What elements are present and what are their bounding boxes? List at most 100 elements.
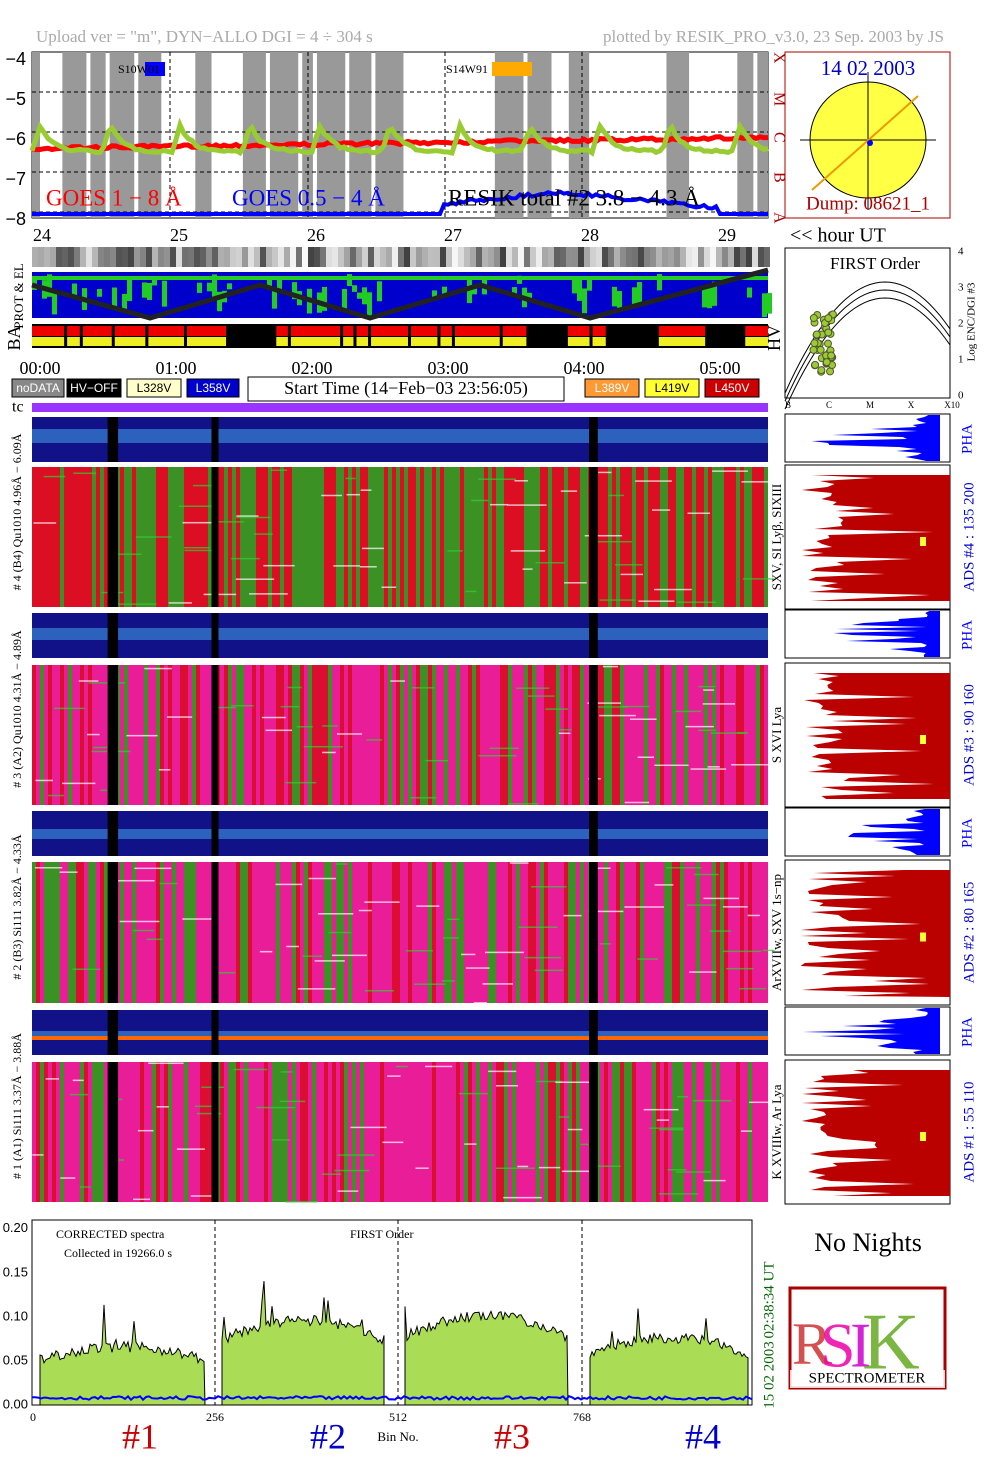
legend-label: L389V [595,381,630,395]
ads-profile [801,1070,950,1196]
region-label: S14W91 [446,62,488,76]
heatmap-column [344,665,348,805]
heatmap-column [272,665,276,805]
heatmap-column [172,862,176,1003]
strip-cell [176,247,182,267]
heatmap-column [280,862,284,1003]
pha-label: PHA [959,620,975,650]
heatmap-column [668,467,672,607]
strip-cell [488,247,494,267]
heatmap-column [356,665,360,805]
heatmap-column [432,467,436,607]
heatmap-column [440,862,444,1003]
heatmap-column [188,467,192,607]
heatmap-column [504,862,508,1003]
heatmap-column [180,862,184,1003]
heatmap-column [624,1062,628,1202]
heatmap-column [52,1062,56,1202]
heatmap-column [636,665,640,805]
header-text: Upload ver = "m", DYN−ALLO DGI = 4 ÷ 304… [36,27,373,46]
heatmap-column [200,467,204,607]
heatmap-column [36,862,40,1003]
heatmap-column [700,1062,704,1202]
heatmap-column [508,1062,512,1202]
heatmap-streak [236,516,271,519]
heatmap-streak [280,705,300,708]
heatmap-column [688,467,692,607]
heatmap-streak [482,983,514,985]
heatmap-column [432,665,436,805]
heatmap-column [660,467,664,607]
heatmap-column [760,862,764,1003]
heatmap-column [408,1062,412,1202]
heatmap-column [400,467,404,607]
heatmap-streak [545,708,568,710]
logo-letter: S [820,1310,856,1381]
hour-label: << hour UT [790,225,886,247]
strip-cell [236,247,242,267]
legend-box [704,378,760,398]
heatmap-column [672,665,676,805]
heatmap-column [764,467,768,607]
strip-cell [404,247,410,267]
strip-cell [248,247,254,267]
heatmap-streak [599,714,636,717]
heatmap-streak [286,945,299,948]
heatmap-column [676,665,680,805]
heatmap-streak [597,1165,621,1167]
heatmap-column [304,1062,308,1202]
y-tick-label: −4 [5,49,26,69]
heatmap-column [720,467,724,607]
heatmap-column [712,1062,716,1202]
heatmap-column [756,665,760,805]
heatmap-column [244,862,248,1003]
heatmap-column [164,665,168,805]
strip-cell [206,247,212,267]
heatmap-column [308,862,312,1003]
data-gap [211,811,219,856]
heatmap-column [724,467,728,607]
strip-cell [242,247,248,267]
heatmap-column [704,862,708,1003]
heatmap-streak [659,1128,684,1131]
heatmap-streak [478,478,517,480]
strip-cell [224,247,230,267]
ba-red [290,326,341,336]
heatmap-column [104,1062,108,1202]
heatmap-column [32,467,36,607]
heatmap-column [572,467,576,607]
heatmap-column [312,1062,316,1202]
x-tick-label: X [908,400,915,410]
heatmap-streak [183,546,210,549]
data-gap [211,1062,219,1202]
heatmap-column [448,1062,452,1202]
strip-cell [230,247,236,267]
heatmap-streak [600,943,611,945]
heatmap-column [556,665,560,805]
heatmap-column [476,467,480,607]
ba-yellow [567,337,590,346]
heatmap-column [288,665,292,805]
heatmap-column [576,467,580,607]
heatmap-column [600,1062,604,1202]
heatmap-column [512,1062,516,1202]
heatmap-column [404,1062,408,1202]
heatmap-column [64,862,68,1003]
heatmap-column [360,1062,364,1202]
strip-cell [428,247,434,267]
heatmap-column [196,665,200,805]
ba-red [745,326,768,336]
strip-cell [512,247,518,267]
heatmap-streak [473,1002,487,1004]
heatmap-streak [88,682,126,684]
heatmap-column [536,862,540,1003]
strip-cell [68,247,74,267]
group-label: #4 [685,1416,721,1456]
heatmap-streak [478,755,517,757]
heatmap-streak [158,769,171,771]
heatmap-column [124,1062,128,1202]
data-gap [589,613,598,658]
heatmap-column [48,665,52,805]
heatmap-column [676,862,680,1003]
heatmap-column [584,862,588,1003]
